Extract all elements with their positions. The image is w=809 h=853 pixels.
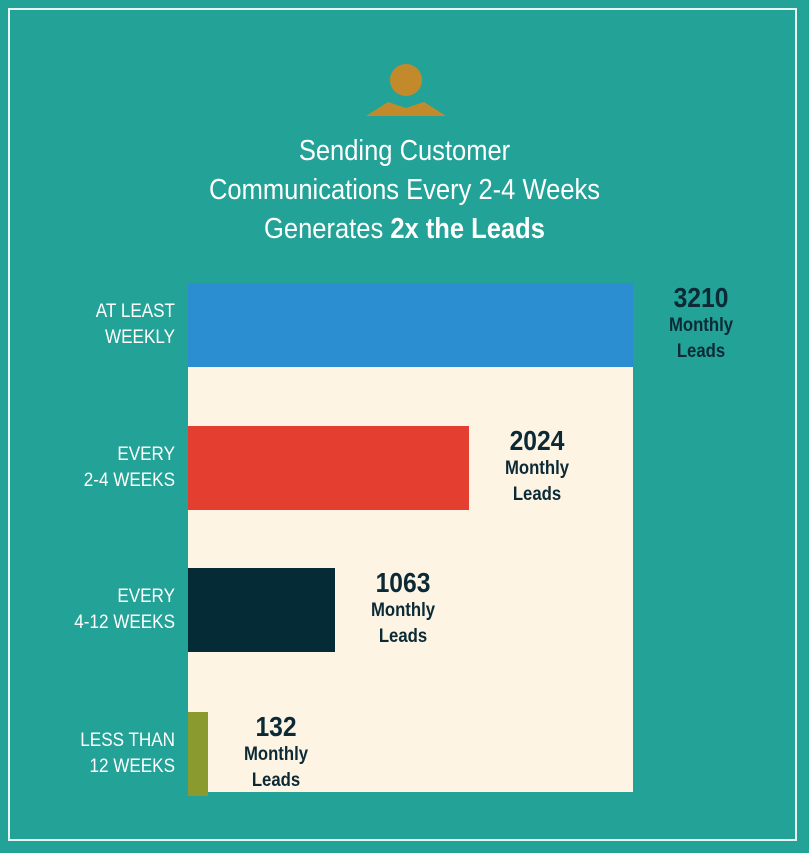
bar-2 [188,568,335,652]
value-unit-line-1: Monthly [370,600,436,621]
chart-title: Sending Customer Communications Every 2-… [49,132,761,249]
category-label-2: EVERY 4-12 WEEKS [31,584,175,636]
person-icon [366,64,446,116]
title-line-1: Sending Customer [298,135,511,167]
title-line-3-bold: 2x the Leads [390,213,545,245]
title-line-2: Communications Every 2-4 Weeks [209,174,600,206]
bar-1 [188,426,469,510]
value-unit-line-2: Leads [512,484,562,505]
value-unit-line-2: Leads [378,626,428,647]
category-label-line: AT LEAST [95,301,175,322]
border-frame [8,8,797,841]
category-label-line: 4-12 WEEKS [74,612,175,633]
chart-plot-area [188,283,633,792]
value-label-1: 2024 Monthly Leads [484,426,590,508]
title-line-3-plain: Generates [264,213,391,245]
title-line-3: Generates 2x the Leads [49,210,761,249]
category-label-1: EVERY 2-4 WEEKS [31,442,175,494]
category-label-line: WEEKLY [104,327,175,348]
value-unit-line-2: Leads [251,770,301,791]
bar-0 [188,283,633,367]
category-label-line: EVERY [117,586,175,607]
value-number: 2024 [509,425,565,456]
value-number: 1063 [375,567,431,598]
category-label-3: LESS THAN 12 WEEKS [31,728,175,780]
value-unit-line-1: Monthly [243,744,309,765]
category-label-line: 2-4 WEEKS [83,470,175,491]
category-label-0: AT LEAST WEEKLY [31,299,175,351]
value-number: 3210 [673,282,729,313]
value-label-2: 1063 Monthly Leads [350,568,456,650]
bar-3 [188,712,208,796]
value-unit-line-1: Monthly [668,315,734,336]
value-unit-line-1: Monthly [504,458,570,479]
value-number: 132 [255,711,297,742]
value-label-0: 3210 Monthly Leads [648,283,754,365]
category-label-line: 12 WEEKS [89,756,175,777]
value-unit-line-2: Leads [676,341,726,362]
category-label-line: LESS THAN [80,730,175,751]
category-label-line: EVERY [117,444,175,465]
value-label-3: 132 Monthly Leads [223,712,329,794]
